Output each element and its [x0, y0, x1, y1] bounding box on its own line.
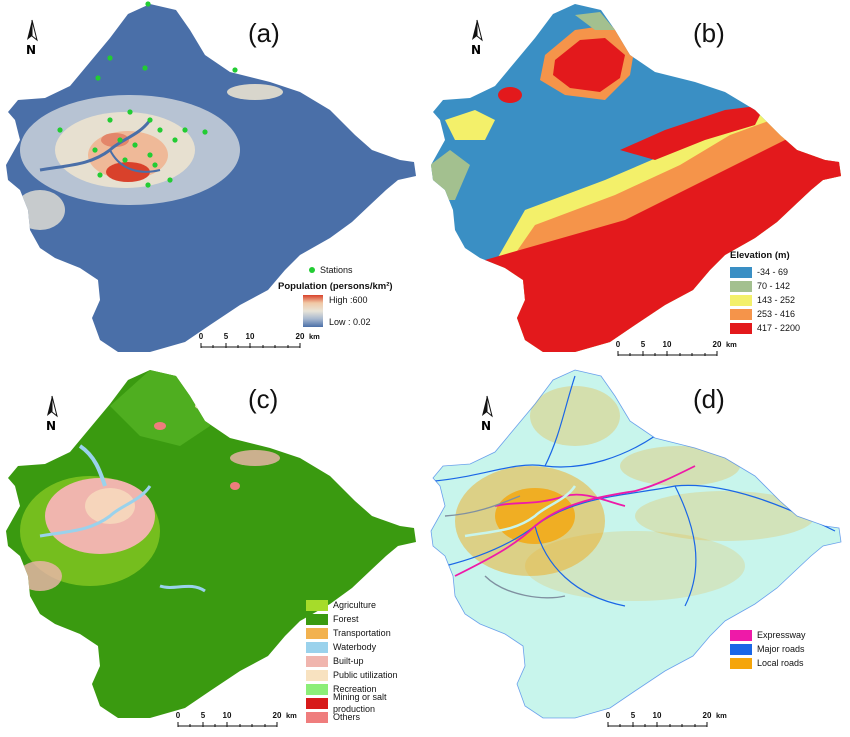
north-arrow-icon: N	[46, 395, 58, 433]
legend-item: Local roads	[730, 656, 806, 670]
legend-item: Expressway	[730, 628, 806, 642]
scale-bar-d: 0 5 10 20 km	[605, 711, 735, 737]
legend-item: Waterbody	[306, 640, 425, 654]
svg-text:N: N	[481, 419, 491, 433]
scale-tick: 0	[175, 711, 181, 720]
scale-tick: 10	[245, 332, 255, 341]
scale-tick: 5	[223, 332, 229, 341]
station-markers	[57, 1, 238, 188]
panel-a-population-map: (a) N Stations Population (persons/km²) …	[0, 0, 425, 365]
landuse-legend: Agriculture Forest Transportation Waterb…	[306, 598, 425, 724]
legend-item: Agriculture	[306, 598, 425, 612]
panel-c-label: (c)	[248, 384, 279, 414]
scale-unit: km	[286, 711, 297, 720]
panel-c-landuse-map: (c) N Agriculture Forest Transportation …	[0, 366, 425, 731]
population-legend-title: Population (persons/km²)	[278, 281, 393, 292]
legend-item: Mining or salt production	[306, 692, 425, 714]
population-legend: Population (persons/km²) High :600 Low :…	[278, 281, 393, 327]
scale-tick: 20	[712, 340, 722, 349]
scale-tick: 5	[640, 340, 646, 349]
scale-tick: 0	[605, 711, 611, 720]
road-legend: Expressway Major roads Local roads	[730, 628, 806, 670]
panel-b-label: (b)	[693, 18, 725, 48]
elevation-map	[431, 4, 841, 352]
legend-item: -34 - 69	[730, 265, 800, 279]
panel-b-elevation-map: (b) N Elevation (m) -34 - 69 70 - 142 14…	[425, 0, 850, 365]
stations-label: Stations	[320, 265, 353, 275]
legend-item: Major roads	[730, 642, 806, 656]
scale-tick: 0	[198, 332, 204, 341]
svg-text:N: N	[471, 43, 481, 57]
scale-unit: km	[726, 340, 737, 349]
panel-a-label: (a)	[248, 18, 280, 48]
population-color-ramp	[303, 295, 323, 327]
legend-item: Public utilization	[306, 668, 425, 682]
population-map	[6, 1, 416, 352]
legend-item: Transportation	[306, 626, 425, 640]
north-arrow-icon: N	[481, 395, 493, 433]
landuse-map	[6, 370, 416, 718]
scale-tick: 5	[200, 711, 206, 720]
north-arrow-icon: N	[471, 19, 483, 57]
scale-tick: 20	[272, 711, 282, 720]
legend-item: Recreation	[306, 682, 425, 696]
legend-item: Built-up	[306, 654, 425, 668]
svg-text:N: N	[46, 419, 56, 433]
legend-item: 143 - 252	[730, 293, 800, 307]
legend-item: Forest	[306, 612, 425, 626]
scale-unit: km	[716, 711, 727, 720]
station-dot-icon	[309, 267, 315, 273]
scale-tick: 10	[662, 340, 672, 349]
panel-d-label: (d)	[693, 384, 725, 414]
scale-tick: 20	[702, 711, 712, 720]
scale-bar-c: 0 5 10 20 km	[175, 711, 305, 737]
legend-item: 417 - 2200	[730, 321, 800, 335]
svg-text:N: N	[26, 43, 36, 57]
scale-tick: 10	[222, 711, 232, 720]
population-low-label: Low : 0.02	[329, 317, 371, 327]
scale-bar-a: 0 5 10 20 km	[198, 332, 320, 358]
north-arrow-icon: N	[26, 19, 38, 57]
elevation-legend-title: Elevation (m)	[730, 250, 790, 261]
scale-tick: 10	[652, 711, 662, 720]
scale-tick: 20	[295, 332, 305, 341]
scale-unit: km	[309, 332, 320, 341]
scale-tick: 0	[615, 340, 621, 349]
legend-item: Others	[306, 710, 425, 724]
elevation-legend: Elevation (m) -34 - 69 70 - 142 143 - 25…	[730, 250, 800, 335]
population-high-label: High :600	[329, 295, 368, 305]
legend-item: 253 - 416	[730, 307, 800, 321]
panel-d-road-map: (d) N Expressway Major roads Local roads…	[425, 366, 850, 731]
scale-bar-b: 0 5 10 20 km	[615, 340, 745, 366]
legend-item: 70 - 142	[730, 279, 800, 293]
scale-tick: 5	[630, 711, 636, 720]
stations-legend: Stations	[306, 263, 353, 277]
road-map	[430, 369, 842, 719]
